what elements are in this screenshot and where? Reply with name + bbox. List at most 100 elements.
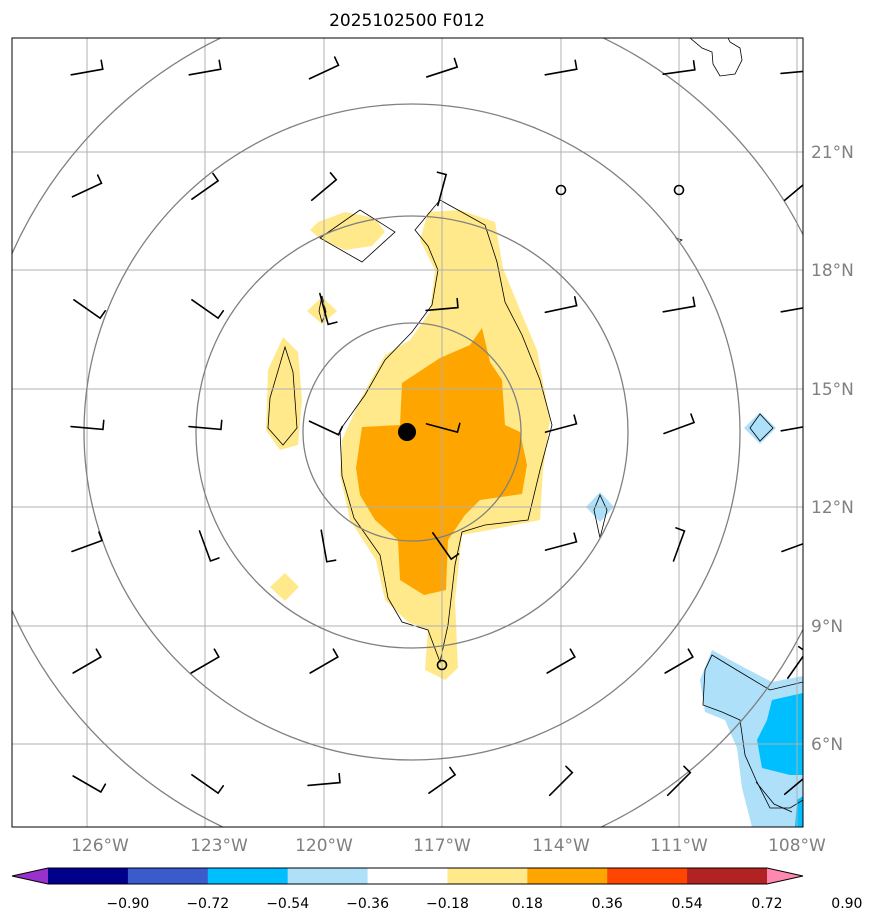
wind-barb — [425, 422, 461, 434]
wind-barb — [190, 648, 220, 674]
colorbar: −0.90 −0.72 −0.54 −0.36 −0.18 0.18 0.36 0.54 0.7… — [11, 867, 862, 912]
lon-tick-label: 114°W — [532, 836, 590, 856]
colorbar-segment — [127, 868, 209, 884]
colorbar-tick-label: 0.72 — [751, 896, 782, 912]
contour-southeast — [702, 654, 803, 809]
range-ring — [302, 322, 522, 542]
light-positive-southwest-patch — [270, 573, 299, 601]
wind-barb — [783, 766, 803, 796]
wind-barb — [428, 766, 457, 794]
lat-tick-label: 18°N — [811, 261, 854, 281]
lon-tick-label: 108°W — [768, 836, 826, 856]
wind-barb — [72, 648, 102, 674]
light-negative-southeast-region — [700, 650, 803, 827]
wind-barb — [310, 172, 338, 202]
wind-barb — [544, 296, 578, 314]
coastline-northeast — [689, 38, 743, 77]
lat-tick-label: 15°N — [811, 380, 854, 400]
colorbar-tick-label: 0.36 — [592, 896, 623, 912]
wind-barb — [666, 765, 692, 797]
lat-tick-label: 6°N — [811, 735, 843, 755]
wind-barb — [783, 172, 803, 202]
wind-barb — [73, 299, 107, 320]
lat-tick-label: 9°N — [811, 617, 843, 637]
wind-barb — [436, 171, 448, 207]
wind-barb — [548, 765, 574, 797]
wind-barb — [663, 413, 696, 435]
colorbar-segment — [687, 868, 768, 884]
wind-barb — [319, 292, 338, 326]
colorbar-segment — [527, 868, 608, 884]
lat-tick-label: 21°N — [811, 143, 854, 163]
negative-southeast-core — [757, 693, 803, 775]
wind-barb — [425, 297, 459, 312]
wind-barb — [664, 648, 694, 674]
wind-barb — [544, 59, 578, 76]
light-positive-small-patch — [307, 297, 337, 324]
lon-tick-label: 111°W — [650, 836, 708, 856]
lat-tick-label: 12°N — [811, 498, 854, 518]
colorbar-tick-label: −0.18 — [426, 896, 469, 912]
wind-barb — [191, 172, 220, 200]
colorbar-outline — [11, 867, 804, 885]
colorbar-tick-label: 0.90 — [831, 896, 862, 912]
colorbar-tick-label: −0.72 — [186, 896, 229, 912]
wind-barb — [191, 299, 225, 320]
gridlines — [12, 38, 803, 827]
range-rings — [12, 38, 803, 827]
contour-northwest — [319, 209, 396, 263]
wind-barb — [191, 774, 225, 795]
light-positive-northwest-patch — [310, 212, 385, 250]
wind-barb — [425, 57, 459, 78]
wind-barb — [662, 60, 696, 76]
storm-center-marker — [398, 423, 416, 441]
wind-barb — [71, 531, 104, 553]
calm-wind-circle — [436, 659, 448, 671]
range-ring — [195, 215, 629, 649]
light-positive-west-strip — [266, 337, 302, 450]
colorbar-tick-label: 0.18 — [512, 896, 543, 912]
latitude-labels: 21°N 18°N 15°N 12°N 9°N 6°N — [811, 143, 854, 755]
contour-small-patch — [318, 295, 327, 324]
wind-barb — [71, 174, 103, 198]
colorbar-extend-low — [12, 868, 48, 884]
colorbar-tick-label: −0.54 — [266, 896, 309, 912]
colorbar-segment — [287, 868, 369, 884]
map-border — [11, 37, 804, 828]
figure-title: 2025102500 F012 — [329, 11, 485, 31]
wind-barb — [780, 307, 803, 313]
contour-east-diamond — [749, 413, 774, 442]
wind-barb — [308, 420, 344, 436]
colorbar-segment — [607, 868, 688, 884]
light-negative-east-diamond — [744, 412, 776, 444]
colorbar-segment — [207, 868, 289, 884]
wind-barb — [307, 772, 341, 787]
contour-west-strip — [267, 345, 298, 446]
wind-barb — [544, 532, 578, 551]
colorbar-tick-label: −0.36 — [346, 896, 389, 912]
calm-wind-circle — [673, 184, 685, 196]
wind-barb — [198, 530, 220, 563]
wind-barb — [432, 532, 460, 561]
colorbar-segment — [367, 868, 448, 884]
colorbar-extend-high — [767, 868, 803, 884]
wind-barb — [781, 542, 803, 553]
contour-lines — [267, 38, 803, 813]
wind-barbs — [70, 56, 803, 797]
lon-tick-label: 117°W — [413, 836, 471, 856]
contour-main — [339, 199, 553, 664]
colorbar-tick-label: −0.90 — [106, 896, 149, 912]
wind-barb — [780, 426, 803, 432]
lon-tick-label: 120°W — [295, 836, 353, 856]
wind-barb — [72, 775, 107, 794]
longitude-labels: 126°W 123°W 120°W 117°W 114°W 111°W 108°… — [71, 836, 826, 856]
wind-barb — [188, 59, 222, 76]
wind-barb — [672, 527, 686, 562]
wind-barb — [309, 648, 339, 674]
calm-wind-circle — [555, 184, 567, 196]
wind-barb — [787, 645, 803, 679]
wind-barb — [308, 56, 340, 80]
colorbar-segment — [447, 868, 528, 884]
wind-barb — [70, 419, 105, 431]
